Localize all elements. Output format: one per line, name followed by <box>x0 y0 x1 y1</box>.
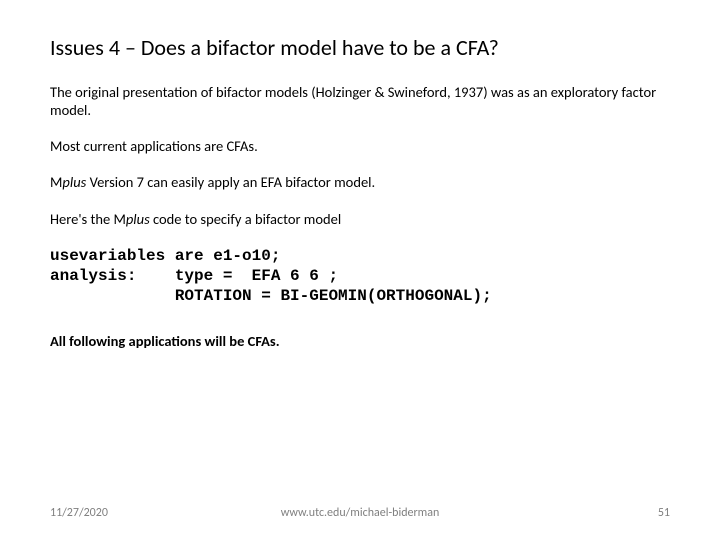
code-intro-b: plus <box>126 210 150 228</box>
footer-url: www.utc.edu/michael-biderman <box>0 506 720 520</box>
footer-date: 11/27/2020 <box>50 506 108 520</box>
mplus-rest: Version 7 can easily apply an EFA bifact… <box>86 173 375 191</box>
paragraph-following: All following applications will be CFAs. <box>50 332 670 350</box>
slide-title: Issues 4 – Does a bifactor model have to… <box>50 34 670 61</box>
mplus-plus: plus <box>62 173 86 191</box>
paragraph-mplus-code-intro: Here's the Mplus code to specify a bifac… <box>50 210 670 228</box>
code-intro-c: code to specify a bifactor model <box>150 210 341 228</box>
code-intro-a: Here's the M <box>50 210 126 228</box>
slide-footer: 11/27/2020 www.utc.edu/michael-biderman … <box>0 506 720 520</box>
footer-page-number: 51 <box>658 506 670 520</box>
slide: Issues 4 – Does a bifactor model have to… <box>0 0 720 540</box>
paragraph-cfa: Most current applications are CFAs. <box>50 137 670 155</box>
paragraph-mplus-efa: Mplus Version 7 can easily apply an EFA … <box>50 173 670 191</box>
mplus-m: M <box>50 173 62 191</box>
paragraph-intro: The original presentation of bifactor mo… <box>50 83 670 119</box>
code-block: usevariables are e1-o10; analysis: type … <box>50 246 670 306</box>
